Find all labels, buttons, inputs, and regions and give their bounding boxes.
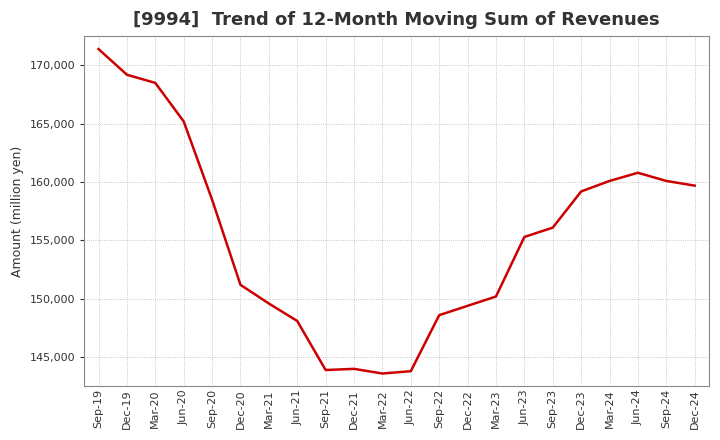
- Title: [9994]  Trend of 12-Month Moving Sum of Revenues: [9994] Trend of 12-Month Moving Sum of R…: [133, 11, 660, 29]
- Y-axis label: Amount (million yen): Amount (million yen): [11, 146, 24, 277]
